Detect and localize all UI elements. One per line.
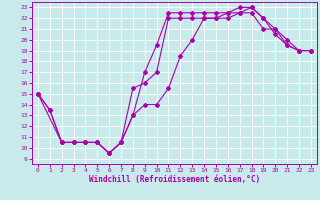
X-axis label: Windchill (Refroidissement éolien,°C): Windchill (Refroidissement éolien,°C) (89, 175, 260, 184)
